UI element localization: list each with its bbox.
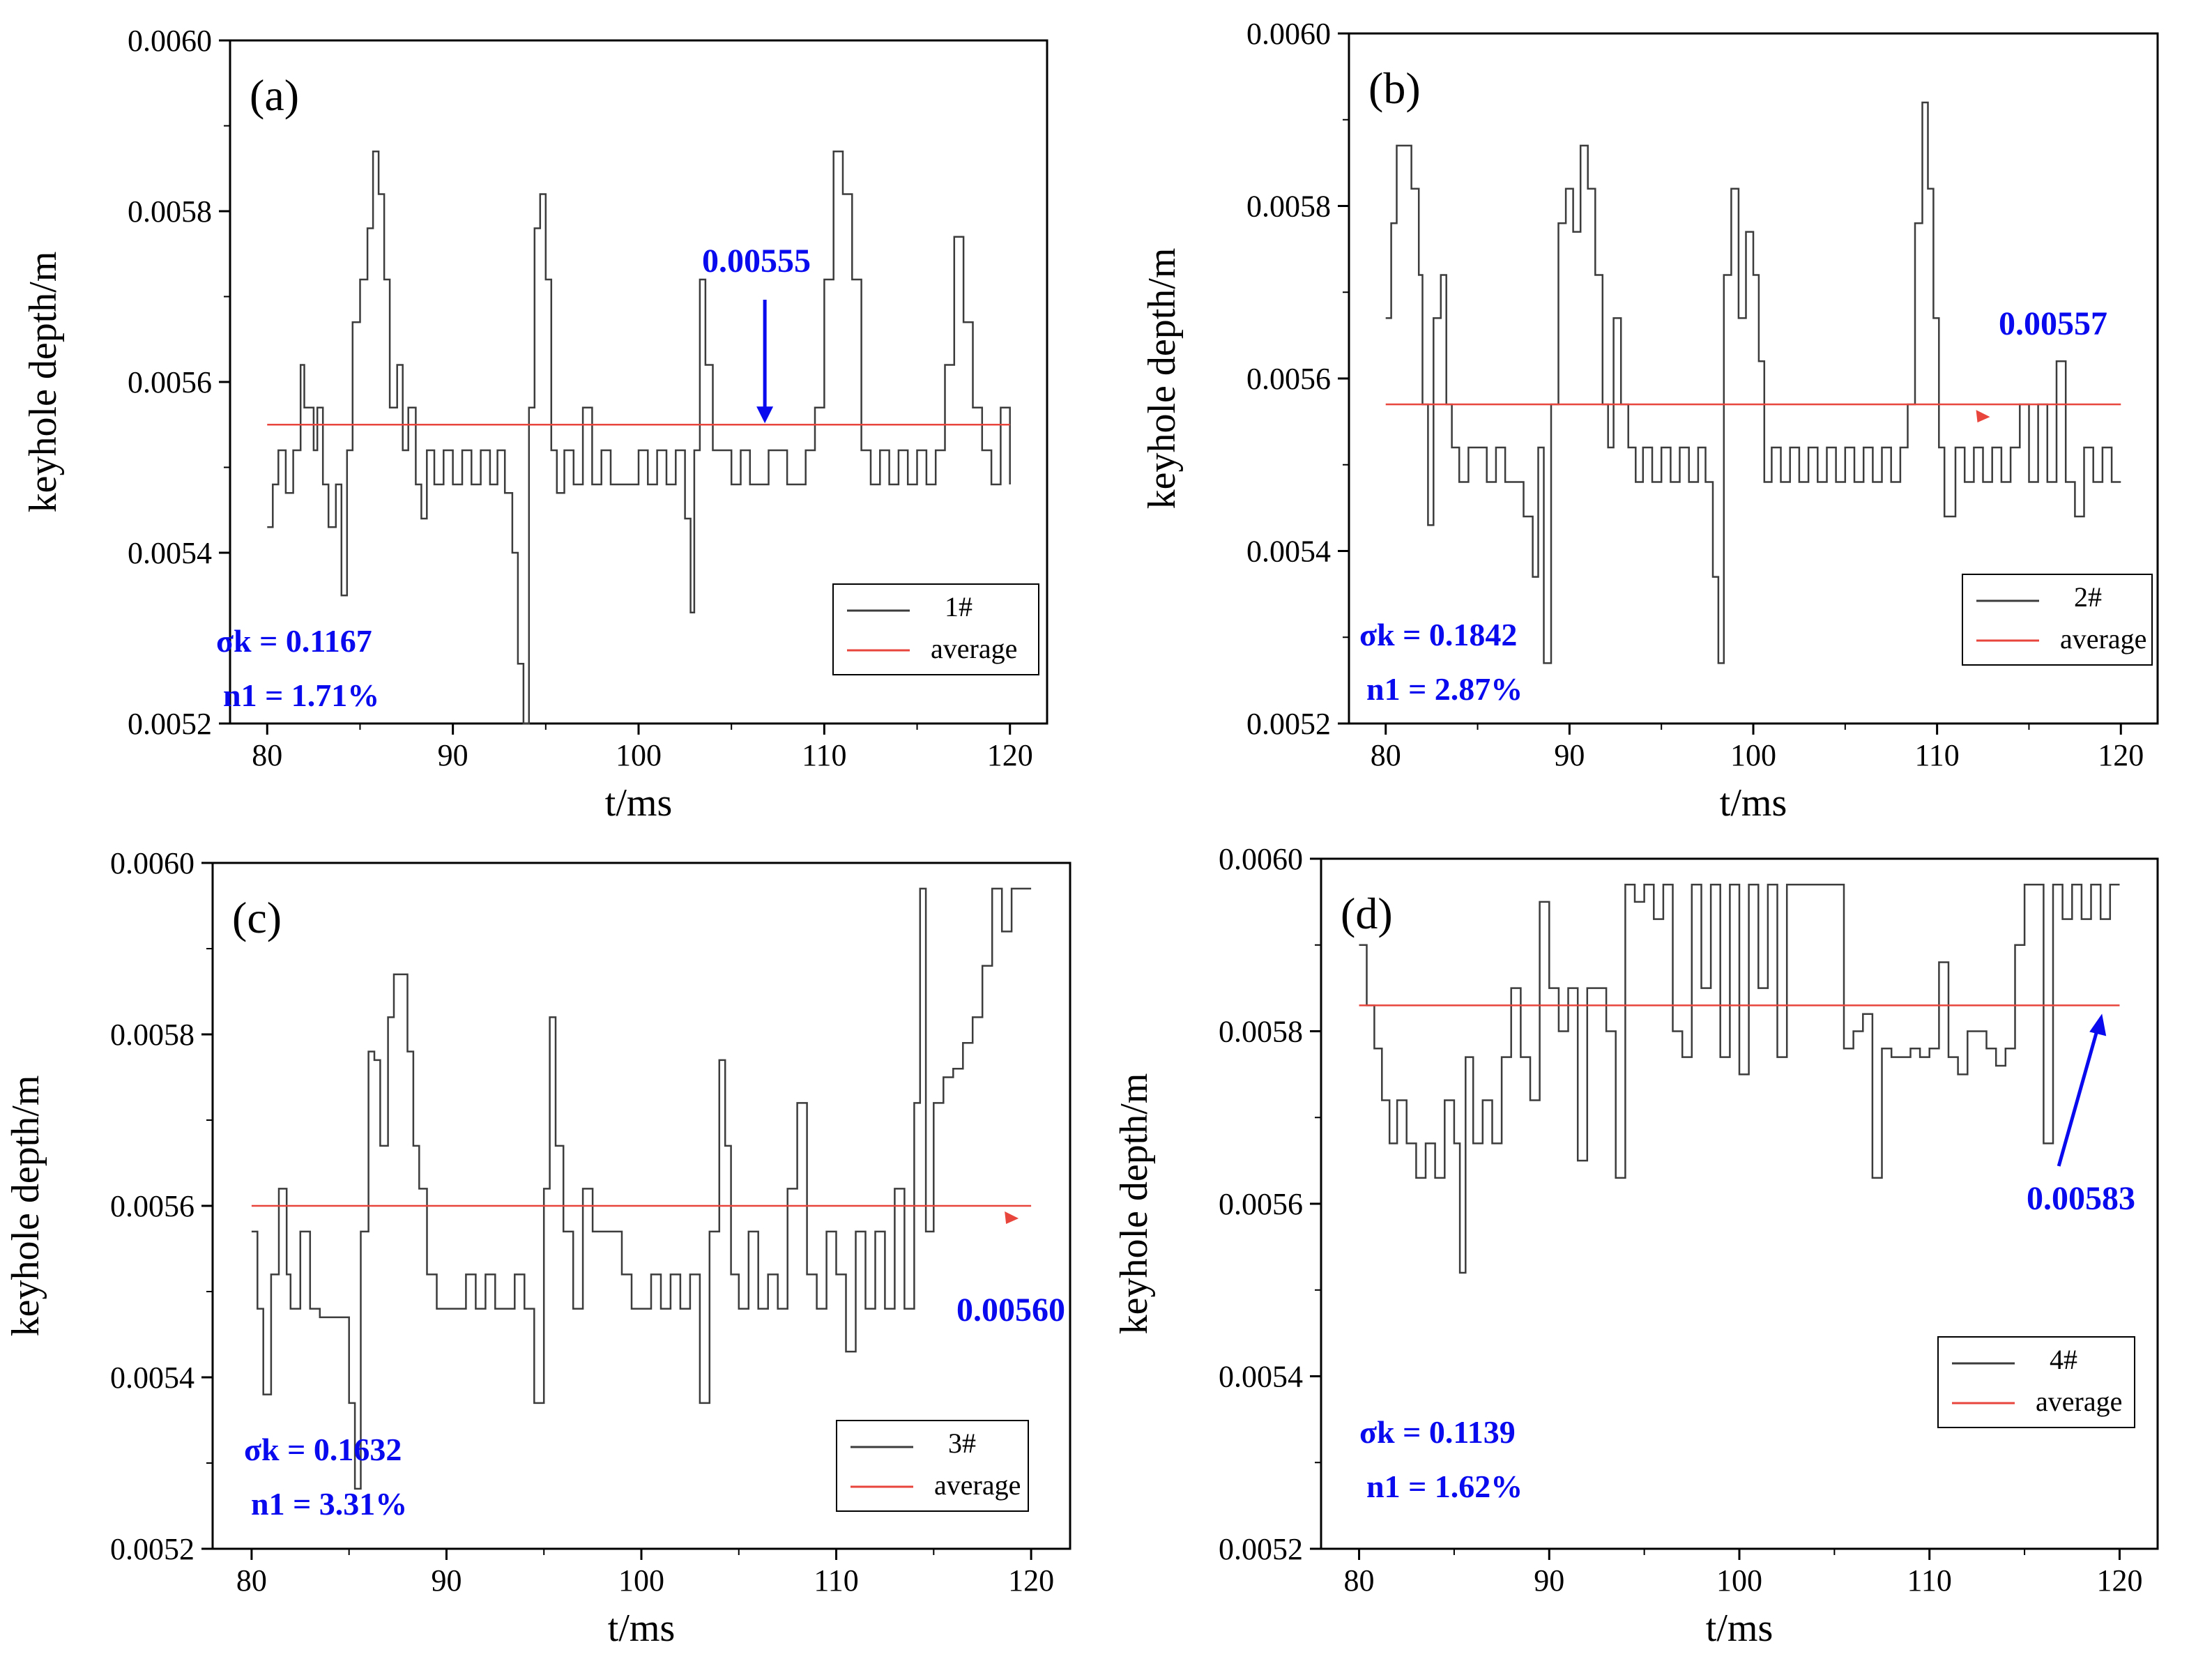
y-tick-label: 0.0054 [110,1361,194,1395]
y-tick-label: 0.0054 [128,536,212,570]
legend-box [1937,1336,2135,1428]
n1-stat: n1 = 1.62% [1366,1469,1523,1504]
x-tick-label: 100 [1730,738,1776,772]
n1-stat: n1 = 1.71% [223,678,379,713]
legend-label-series: 1# [945,591,972,622]
legend-label-series: 2# [2074,581,2102,613]
x-tick-label: 110 [802,738,846,772]
panel-2: 80 90 100 110 120 0.0052 0.0054 0.0056 0.0058 0.0… [4,846,1071,1650]
x-tick-label: 90 [1534,1563,1564,1598]
legend-label-series: 4# [2050,1344,2077,1375]
y-axis-title: keyhole depth/m [4,1076,47,1337]
y-tick-label: 0.0058 [1219,1015,1303,1049]
y-axis-title: keyhole depth/m [1141,248,1184,510]
x-tick-label: 110 [1907,1563,1952,1598]
x-tick-label: 80 [1344,1563,1375,1598]
x-axis-title: t/ms [605,781,672,825]
n1-stat: n1 = 2.87% [1366,671,1523,707]
panel-label: (c) [232,893,282,942]
panel-1: 80 90 100 110 120 0.0052 0.0054 0.0056 0.0058 0.0… [1141,17,2159,825]
x-tick-label: 120 [2098,738,2144,772]
y-tick-label: 0.0056 [1219,1187,1303,1221]
panel-label: (d) [1341,889,1393,938]
series-line-3# [251,887,1032,1490]
x-tick-label: 110 [814,1563,858,1598]
y-tick-label: 0.0058 [1246,190,1331,224]
y-tick-label: 0.0054 [1219,1360,1303,1394]
legend-box [1962,574,2153,666]
y-tick-label: 0.0060 [110,846,194,880]
legend-label-average: average [931,633,1017,664]
series-line-1# [267,150,1011,725]
n1-stat: n1 = 3.31% [251,1486,407,1522]
x-tick-label: 90 [438,738,468,772]
average-value-annotation: 0.00555 [702,243,811,280]
legend-box [832,583,1039,675]
y-tick-label: 0.0054 [1246,535,1331,569]
x-tick-label: 100 [1716,1563,1762,1598]
average-value-annotation: 0.00583 [2027,1180,2135,1217]
y-tick-label: 0.0060 [128,24,212,58]
y-tick-label: 0.0056 [110,1189,194,1223]
sigma-k-stat: σk = 0.1632 [244,1432,402,1467]
annotation-marker [1976,410,1990,423]
x-axis-title: t/ms [1720,781,1787,825]
y-tick-label: 0.0052 [1219,1532,1303,1566]
sigma-k-stat: σk = 0.1139 [1359,1414,1516,1450]
average-value-annotation: 0.00560 [956,1292,1065,1329]
y-tick-label: 0.0052 [128,707,212,741]
x-tick-label: 80 [1371,738,1401,772]
x-tick-label: 120 [987,738,1033,772]
panel-label: (a) [250,70,299,120]
y-tick-label: 0.0060 [1246,17,1331,51]
sigma-k-stat: σk = 0.1167 [216,623,372,659]
x-tick-label: 80 [236,1563,267,1598]
annotation-marker [1005,1211,1019,1224]
x-tick-label: 90 [1554,738,1585,772]
x-tick-label: 120 [1008,1563,1054,1598]
x-axis-title: t/ms [1706,1607,1773,1650]
x-tick-label: 90 [431,1563,462,1598]
y-tick-label: 0.0060 [1219,842,1303,876]
annotation-arrowhead [756,406,774,424]
x-axis-title: t/ms [608,1607,675,1650]
panel-0: 80 90 100 110 120 0.0052 0.0054 0.0056 0.0058 0.0… [22,24,1048,825]
x-tick-label: 100 [616,738,662,772]
x-tick-label: 110 [1914,738,1959,772]
y-tick-label: 0.0052 [1246,707,1331,741]
sigma-k-stat: σk = 0.1842 [1359,617,1517,652]
y-tick-label: 0.0056 [1246,362,1331,396]
average-value-annotation: 0.00557 [1999,305,2107,342]
y-axis-title: keyhole depth/m [1113,1073,1156,1335]
legend-box [836,1420,1029,1512]
annotation-arrow [2057,1027,2100,1167]
series-line-2# [1385,101,2121,664]
legend-label-series: 3# [948,1427,976,1459]
series-line-4# [1359,883,2120,1274]
legend-label-average: average [2060,623,2146,655]
x-tick-label: 120 [2096,1563,2142,1598]
y-tick-label: 0.0052 [110,1532,194,1566]
panel-3: 80 90 100 110 120 0.0052 0.0054 0.0056 0.0058 0.0… [1113,842,2159,1650]
y-axis-title: keyhole depth/m [22,252,65,513]
x-tick-label: 100 [618,1563,664,1598]
panel-label: (b) [1368,63,1421,113]
x-tick-label: 80 [252,738,282,772]
legend-label-average: average [2036,1386,2122,1417]
y-tick-label: 0.0056 [128,365,212,399]
annotation-arrowhead [2089,1013,2107,1036]
y-tick-label: 0.0058 [128,194,212,229]
legend-label-average: average [934,1469,1021,1501]
y-tick-label: 0.0058 [110,1018,194,1052]
